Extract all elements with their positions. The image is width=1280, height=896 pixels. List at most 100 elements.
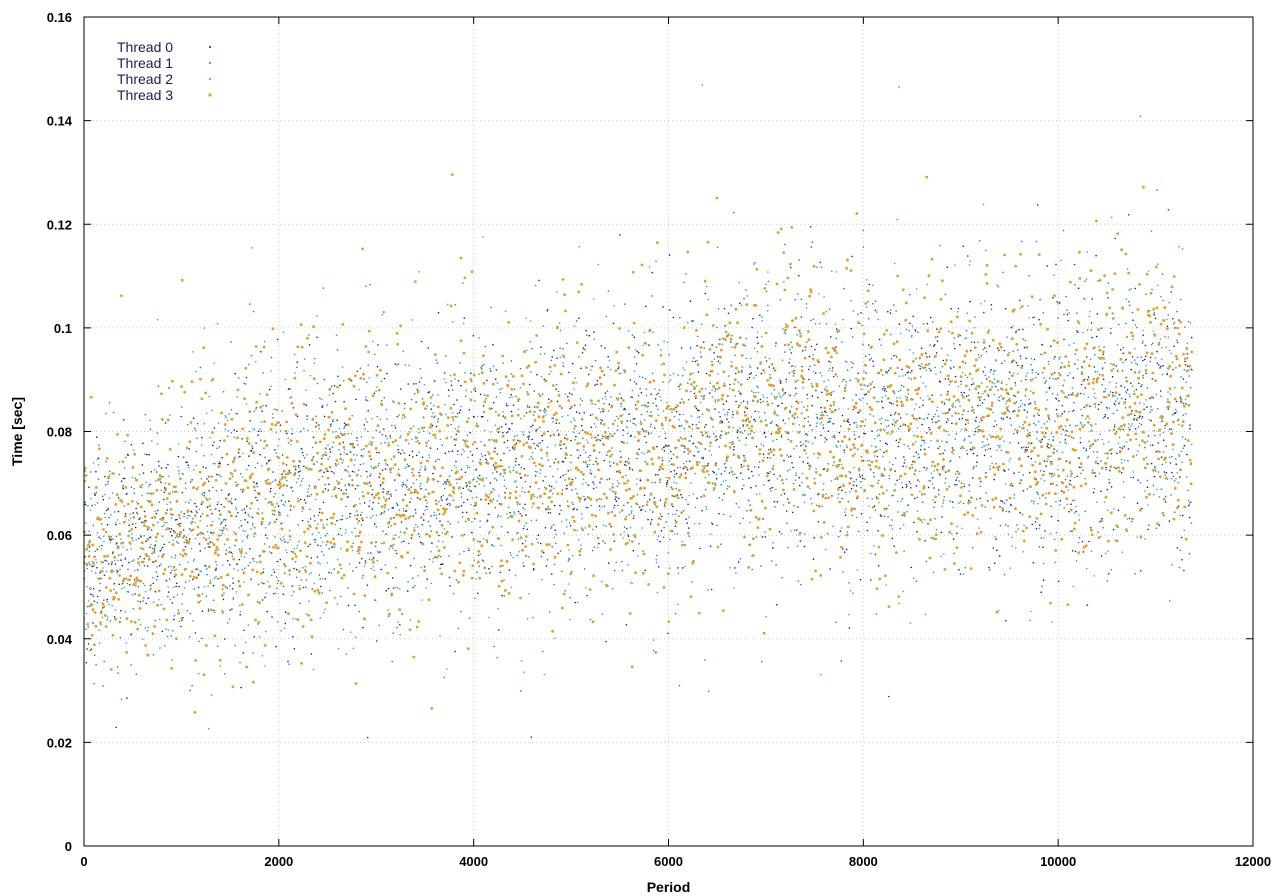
data-point — [231, 608, 233, 610]
data-point — [868, 318, 870, 320]
data-point — [727, 375, 730, 377]
data-point — [862, 229, 864, 232]
data-point — [327, 444, 329, 446]
data-point — [211, 542, 214, 544]
data-point — [878, 338, 881, 341]
data-point — [534, 284, 537, 287]
data-point — [492, 488, 494, 490]
data-point — [549, 512, 552, 514]
data-point — [460, 505, 463, 507]
data-point — [765, 290, 768, 293]
data-point — [569, 525, 572, 527]
data-point — [386, 437, 389, 440]
data-point — [1153, 475, 1156, 478]
data-point — [601, 506, 603, 508]
data-point — [867, 344, 870, 346]
data-point — [102, 567, 104, 569]
data-point — [690, 415, 693, 417]
data-point — [939, 381, 942, 383]
data-point — [558, 322, 561, 324]
data-point — [583, 412, 586, 414]
data-point — [407, 581, 409, 583]
data-point — [667, 632, 669, 635]
data-point — [1160, 365, 1162, 368]
data-point — [626, 426, 628, 429]
data-point — [280, 630, 282, 632]
data-point — [211, 512, 213, 515]
data-point — [1017, 528, 1019, 530]
data-point — [286, 514, 289, 517]
data-point — [1158, 524, 1161, 527]
data-point — [389, 435, 392, 437]
data-point — [972, 468, 974, 470]
data-point — [1150, 419, 1152, 422]
data-point — [189, 689, 191, 692]
data-point — [980, 419, 983, 422]
data-point — [779, 298, 782, 301]
data-point — [386, 464, 389, 466]
data-point — [866, 403, 868, 405]
data-point — [480, 498, 482, 501]
data-point — [517, 400, 519, 402]
data-point — [348, 563, 351, 565]
data-point — [717, 468, 720, 470]
data-point — [406, 465, 408, 468]
data-point — [973, 341, 976, 344]
data-point — [380, 512, 383, 514]
data-point — [806, 393, 808, 396]
data-point — [308, 334, 310, 336]
data-point — [367, 430, 369, 433]
data-point — [260, 350, 262, 353]
data-point — [291, 594, 293, 597]
data-point — [294, 553, 297, 555]
data-point — [673, 476, 676, 478]
data-point — [789, 411, 792, 414]
data-point — [860, 480, 862, 483]
data-point — [1037, 373, 1040, 375]
data-point — [419, 367, 422, 370]
data-point — [311, 457, 314, 459]
data-point — [101, 544, 103, 547]
data-point — [389, 437, 392, 439]
data-point — [783, 243, 786, 246]
data-point — [195, 450, 198, 453]
data-point — [1161, 463, 1164, 466]
data-point — [737, 430, 739, 433]
data-point — [465, 486, 468, 488]
data-point — [942, 359, 944, 362]
data-point — [723, 463, 725, 465]
data-point — [98, 536, 100, 539]
data-point — [442, 494, 445, 497]
data-point — [608, 478, 611, 480]
data-point — [1053, 538, 1056, 541]
data-point — [601, 613, 604, 615]
data-point — [665, 419, 667, 422]
data-point — [93, 493, 96, 495]
data-point — [432, 394, 434, 396]
data-point — [718, 411, 720, 414]
data-point — [257, 434, 259, 437]
data-point — [473, 505, 476, 507]
data-point — [1064, 441, 1066, 444]
data-point — [423, 565, 426, 568]
data-point — [1102, 378, 1105, 381]
data-point — [174, 557, 176, 559]
data-point — [310, 493, 313, 496]
data-point — [495, 479, 498, 481]
data-point — [390, 524, 392, 527]
data-point — [1190, 522, 1193, 524]
data-point — [488, 513, 491, 516]
data-point — [95, 664, 97, 666]
data-point — [300, 430, 302, 432]
data-point — [449, 503, 452, 505]
data-point — [370, 552, 372, 554]
data-point — [1044, 530, 1046, 532]
data-point — [1038, 546, 1041, 548]
data-point — [992, 547, 994, 549]
data-point — [748, 376, 751, 379]
data-point — [415, 382, 417, 385]
data-point — [1051, 460, 1053, 463]
data-point — [227, 500, 230, 503]
data-point — [259, 392, 262, 395]
data-point — [732, 426, 735, 429]
